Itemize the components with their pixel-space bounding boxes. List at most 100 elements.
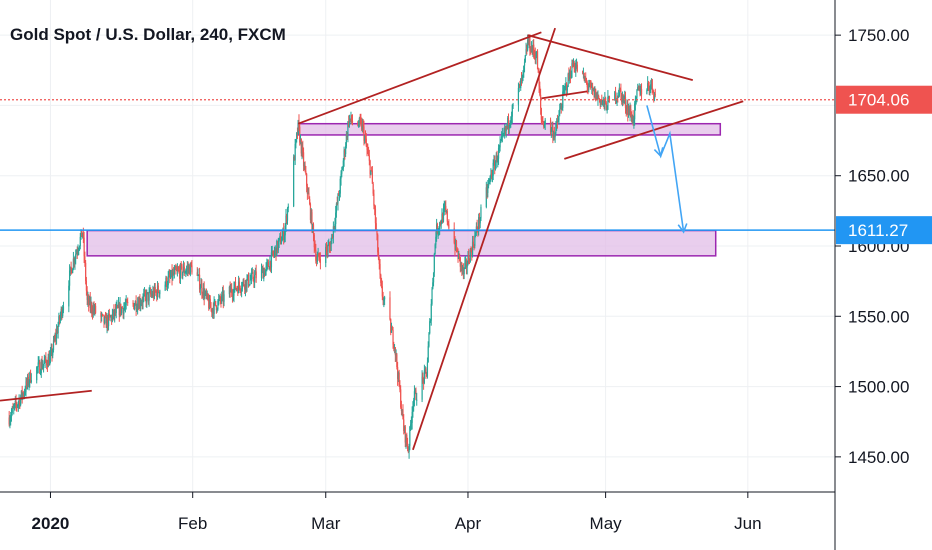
candle-body xyxy=(460,263,462,267)
candle-body xyxy=(91,311,94,314)
candle-body xyxy=(29,372,32,382)
candle-body xyxy=(569,71,571,80)
candle-body xyxy=(276,241,278,257)
candle-body xyxy=(566,86,568,91)
candle-body xyxy=(215,305,217,311)
candle-body xyxy=(49,356,51,366)
candle-body xyxy=(233,287,235,296)
candle-body xyxy=(132,302,134,304)
candle-body xyxy=(100,312,102,317)
candle-body xyxy=(152,291,154,297)
candle-body xyxy=(476,226,478,230)
candle-body xyxy=(9,420,11,425)
candle-body xyxy=(241,288,243,292)
candle-body xyxy=(588,81,591,87)
candle-body xyxy=(221,292,224,295)
candle-body xyxy=(335,212,337,225)
candle-body xyxy=(377,234,379,253)
candle-body xyxy=(381,286,383,297)
candle-body xyxy=(553,133,555,138)
candle-body xyxy=(211,308,213,313)
candle-body xyxy=(216,308,218,311)
projection-path xyxy=(646,105,685,233)
candle-body xyxy=(439,222,442,225)
candle-body xyxy=(250,272,253,280)
candle-body xyxy=(68,285,70,307)
candle-body xyxy=(214,300,216,302)
candle-body xyxy=(285,215,287,226)
candle-body xyxy=(428,333,430,347)
candle-body xyxy=(332,234,334,238)
candle-body xyxy=(106,317,108,328)
candle-body xyxy=(371,170,373,172)
candle-body xyxy=(365,138,367,146)
candle-body xyxy=(198,274,201,290)
candle-body xyxy=(113,309,115,317)
candle-body xyxy=(277,242,279,251)
candle-body xyxy=(205,291,208,296)
candle-body xyxy=(624,97,627,109)
candle-body xyxy=(506,126,508,128)
candle-body xyxy=(467,255,469,265)
candle-body xyxy=(380,282,383,287)
candle-body xyxy=(457,250,459,259)
candle-body xyxy=(104,316,106,324)
candle-body xyxy=(307,192,309,194)
candle-body xyxy=(244,280,247,290)
candle-body xyxy=(364,137,367,139)
candle-body xyxy=(266,263,268,267)
candle-body xyxy=(254,271,256,275)
candle-body xyxy=(182,271,184,276)
candle-body xyxy=(389,297,391,320)
candle-body xyxy=(52,339,55,351)
candle-body xyxy=(345,134,347,147)
candle-body xyxy=(621,95,624,102)
candle-body xyxy=(72,268,74,274)
candle-body xyxy=(247,274,249,279)
candle-body xyxy=(180,265,182,267)
candle-body xyxy=(56,330,58,334)
candle-body xyxy=(78,245,81,249)
candle-body xyxy=(466,264,468,268)
candle-body xyxy=(88,298,91,305)
candle-body xyxy=(221,294,223,302)
candle-body xyxy=(342,160,344,169)
candle-body xyxy=(401,409,403,412)
candle-body xyxy=(366,145,368,150)
candle-body xyxy=(121,307,123,309)
candle-body xyxy=(215,300,217,306)
candle-body xyxy=(220,300,222,302)
candle-body xyxy=(295,139,297,145)
candle-body xyxy=(337,194,339,204)
candle-body xyxy=(607,96,609,110)
candle-body xyxy=(302,152,305,166)
candle-body xyxy=(251,272,253,274)
candle-body xyxy=(498,147,500,149)
candle-body xyxy=(183,266,185,274)
candle-body xyxy=(55,330,58,339)
candle-body xyxy=(617,96,619,98)
candle-body xyxy=(415,390,417,400)
candle-body xyxy=(260,269,263,279)
candle-body xyxy=(557,120,559,123)
candle-body xyxy=(523,65,525,73)
candle-body xyxy=(201,283,203,294)
candle-body xyxy=(139,299,141,306)
candle-body xyxy=(223,294,225,302)
candle-body xyxy=(383,299,385,301)
candle-body xyxy=(432,282,434,289)
candle-body xyxy=(81,229,83,237)
candle-body xyxy=(395,354,397,356)
candle-body xyxy=(332,226,334,238)
candle-body xyxy=(423,378,425,383)
candle-body xyxy=(244,285,246,290)
candle-body xyxy=(49,353,52,357)
candle-body xyxy=(653,92,655,100)
candle-body xyxy=(414,390,416,392)
candle-body xyxy=(528,37,530,45)
candle-body xyxy=(120,303,122,313)
candle-body xyxy=(263,271,265,279)
candle-body xyxy=(582,71,584,74)
candle-body xyxy=(358,118,360,126)
